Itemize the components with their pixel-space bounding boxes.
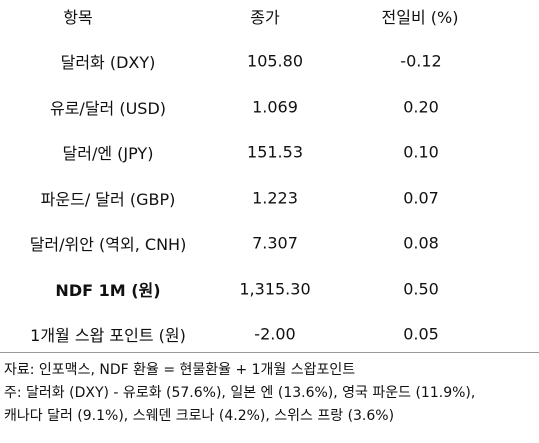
table-cell: 파운드/ 달러 (GBP) — [40, 189, 176, 209]
table-cell: 0.50 — [403, 279, 439, 298]
table-cell: 유로/달러 (USD) — [49, 98, 167, 118]
table-cell: 0.05 — [403, 324, 439, 344]
table-cell: 0.10 — [403, 142, 439, 162]
table-cell: -2.00 — [254, 324, 296, 344]
table-cell: 달러/위안 (역외, CNH) — [29, 235, 187, 254]
table-cell: 1.223 — [252, 188, 298, 207]
table-cell: 1,315.30 — [239, 279, 311, 298]
table-cell: 달러화 (DXY) — [60, 53, 156, 72]
footnote: 자료: 인포맥스, NDF 환율 = 현물환율 + 1개월 스왑포인트 — [4, 362, 356, 378]
table-cell: 1.069 — [252, 97, 298, 116]
table-cell: 7.307 — [252, 233, 298, 253]
column-header: 종가 — [250, 8, 280, 27]
table-cell: 0.20 — [403, 97, 439, 116]
column-header: 항목 — [63, 8, 93, 27]
table-rule — [0, 352, 539, 353]
table-cell: -0.12 — [400, 51, 442, 71]
footnote: 주: 달러화 (DXY) - 유로화 (57.6%), 일본 엔 (13.6%)… — [4, 385, 476, 401]
table-cell: 0.07 — [403, 188, 439, 207]
footnote: 캐나다 달러 (9.1%), 스웨덴 크로나 (4.2%), 스위스 프랑 (3… — [4, 408, 395, 424]
table-cell: NDF 1M (원) — [55, 280, 161, 300]
column-header: 전일비 (%) — [381, 8, 459, 27]
table-cell: 151.53 — [247, 142, 303, 162]
table-cell: 달러/엔 (JPY) — [62, 144, 154, 163]
table-cell: 0.08 — [403, 233, 439, 253]
table-cell: 105.80 — [247, 51, 303, 71]
table-cell: 1개월 스왑 포인트 (원) — [30, 326, 186, 345]
